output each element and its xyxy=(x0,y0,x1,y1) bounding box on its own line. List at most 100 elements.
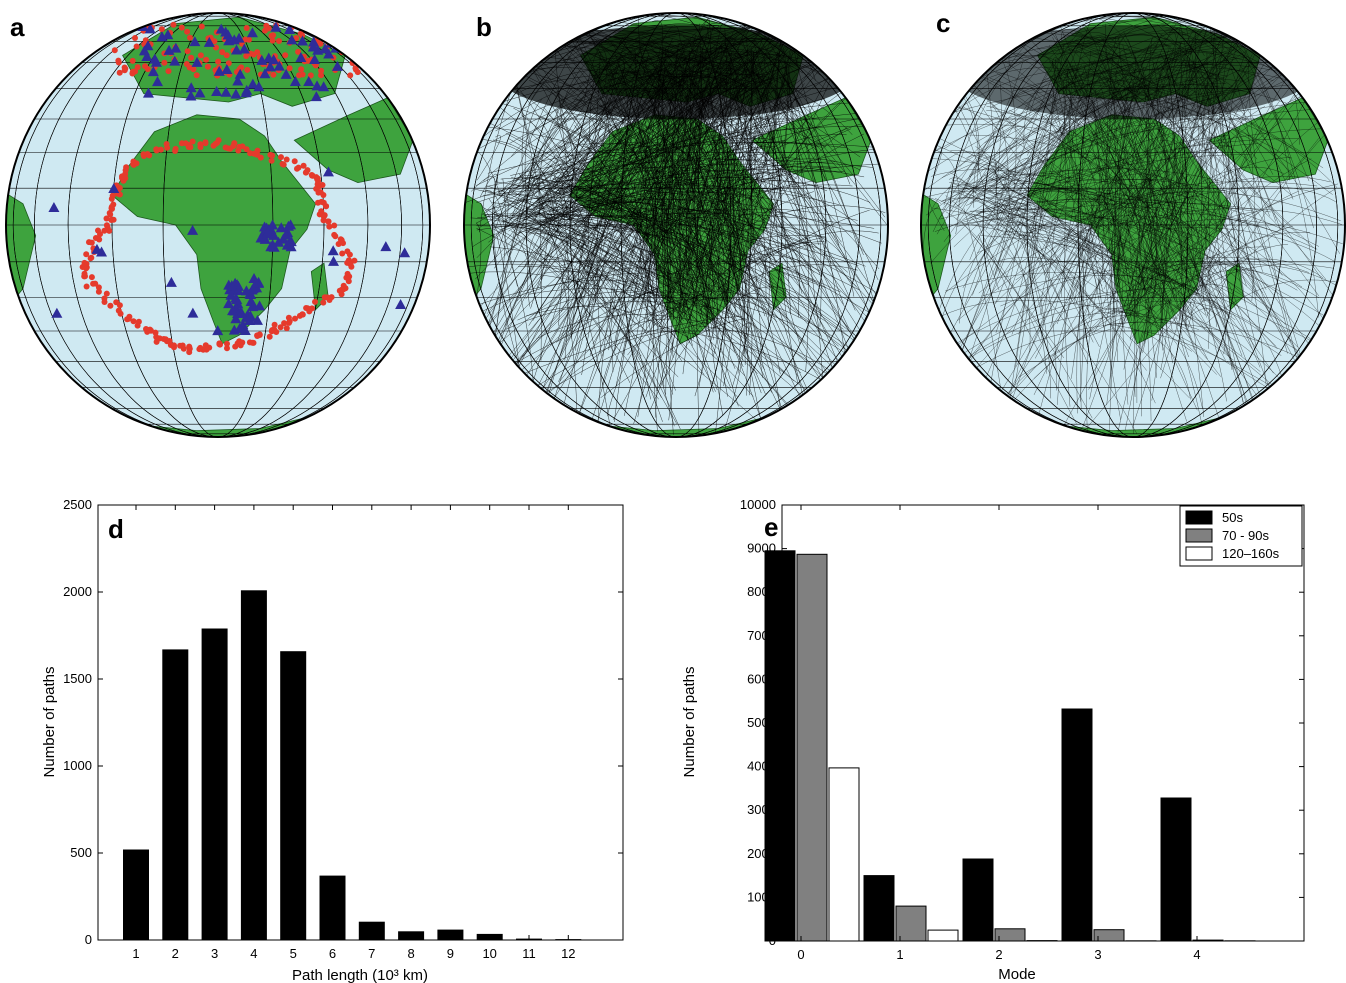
legend-label: 120–160s xyxy=(1222,546,1280,561)
event-dot xyxy=(243,146,250,153)
event-dot xyxy=(107,211,114,218)
bar-2-series-0 xyxy=(962,858,994,942)
event-dot xyxy=(170,21,177,28)
event-dot xyxy=(143,326,149,332)
panel-label-d: d xyxy=(108,514,124,544)
event-dot xyxy=(183,61,190,67)
y-tick-label: 2000 xyxy=(63,584,92,599)
station-icon xyxy=(286,34,298,45)
station-icon xyxy=(296,35,308,46)
station-icon xyxy=(250,277,262,288)
x-tick-label: 12 xyxy=(561,946,575,961)
event-dot xyxy=(254,49,261,56)
event-dot xyxy=(326,223,333,230)
event-dot xyxy=(186,349,193,356)
event-dot xyxy=(239,143,246,150)
station-icon xyxy=(319,43,331,54)
bar-9 xyxy=(437,929,464,940)
bar-1-series-1 xyxy=(895,905,927,942)
event-dot xyxy=(217,341,223,348)
station-icon xyxy=(238,43,250,54)
station-icon xyxy=(289,75,301,86)
station-icon xyxy=(323,48,335,59)
event-dot xyxy=(232,343,239,350)
event-dot xyxy=(103,222,110,229)
station-icon xyxy=(380,241,392,252)
globe-outline xyxy=(920,12,1346,438)
y-tick-label: 500 xyxy=(70,845,92,860)
event-dot xyxy=(346,251,353,258)
x-tick-label: 0 xyxy=(797,947,804,962)
event-dot xyxy=(292,315,298,322)
station-icon xyxy=(51,307,63,318)
station-icon xyxy=(165,276,177,287)
event-dot xyxy=(187,34,193,41)
station-icon xyxy=(259,233,271,244)
station-icon xyxy=(303,75,315,86)
event-dot xyxy=(90,280,97,287)
x-tick-label: 6 xyxy=(329,946,336,961)
station-icon xyxy=(295,51,307,62)
event-dot xyxy=(130,318,137,325)
event-dot xyxy=(312,298,318,305)
event-dot xyxy=(348,263,355,270)
event-dot xyxy=(108,195,115,202)
y-tick-label: 10000 xyxy=(740,497,776,512)
y-tick-label: 1000 xyxy=(63,758,92,773)
event-dot xyxy=(286,65,293,72)
event-dot xyxy=(282,52,289,59)
event-dot xyxy=(304,167,311,174)
event-dot xyxy=(126,313,133,320)
event-dot xyxy=(88,274,95,281)
legend-label: 70 - 90s xyxy=(1222,528,1269,543)
event-dot xyxy=(270,32,277,39)
event-dot xyxy=(161,59,168,66)
event-dot xyxy=(189,138,196,145)
event-dot xyxy=(320,299,327,306)
event-dot xyxy=(295,164,302,171)
event-dot xyxy=(197,141,204,148)
event-dot xyxy=(283,325,290,332)
globe-outline xyxy=(5,12,431,438)
legend-swatch xyxy=(1185,528,1213,543)
event-dot xyxy=(243,53,250,59)
event-dot xyxy=(286,319,292,326)
event-dot xyxy=(351,257,358,264)
bar-0-series-1 xyxy=(796,553,828,942)
event-dot xyxy=(135,318,142,325)
event-dot xyxy=(115,307,122,314)
event-dot xyxy=(243,25,250,31)
event-dot xyxy=(265,25,272,32)
event-dot xyxy=(242,36,249,43)
event-dot xyxy=(83,265,90,272)
station-icon xyxy=(254,300,266,311)
station-icon xyxy=(187,224,199,235)
station-icon xyxy=(268,241,280,252)
station-icon xyxy=(327,245,339,256)
station-icon xyxy=(230,313,242,324)
bar-4 xyxy=(240,590,267,940)
station-icon xyxy=(331,60,343,71)
land-0 xyxy=(111,114,316,345)
station-icon xyxy=(233,32,245,43)
event-dot xyxy=(244,66,251,73)
event-dot xyxy=(246,339,253,346)
station-icon xyxy=(318,81,330,92)
station-icon xyxy=(241,84,253,95)
event-dot xyxy=(283,156,290,163)
event-dot xyxy=(178,24,185,31)
station-icon xyxy=(395,299,407,310)
station-icon xyxy=(141,51,153,62)
event-dot xyxy=(318,208,325,215)
station-icon xyxy=(270,21,282,32)
y-tick-label: 0 xyxy=(85,932,92,947)
y-tick-label: 2500 xyxy=(63,497,92,512)
event-dot xyxy=(277,324,284,331)
station-icon xyxy=(156,31,168,42)
station-icon xyxy=(230,292,242,303)
station-icon xyxy=(227,305,239,316)
station-icon xyxy=(142,87,154,98)
station-icon xyxy=(280,68,292,79)
event-dot xyxy=(121,67,128,74)
event-dot xyxy=(332,233,339,240)
